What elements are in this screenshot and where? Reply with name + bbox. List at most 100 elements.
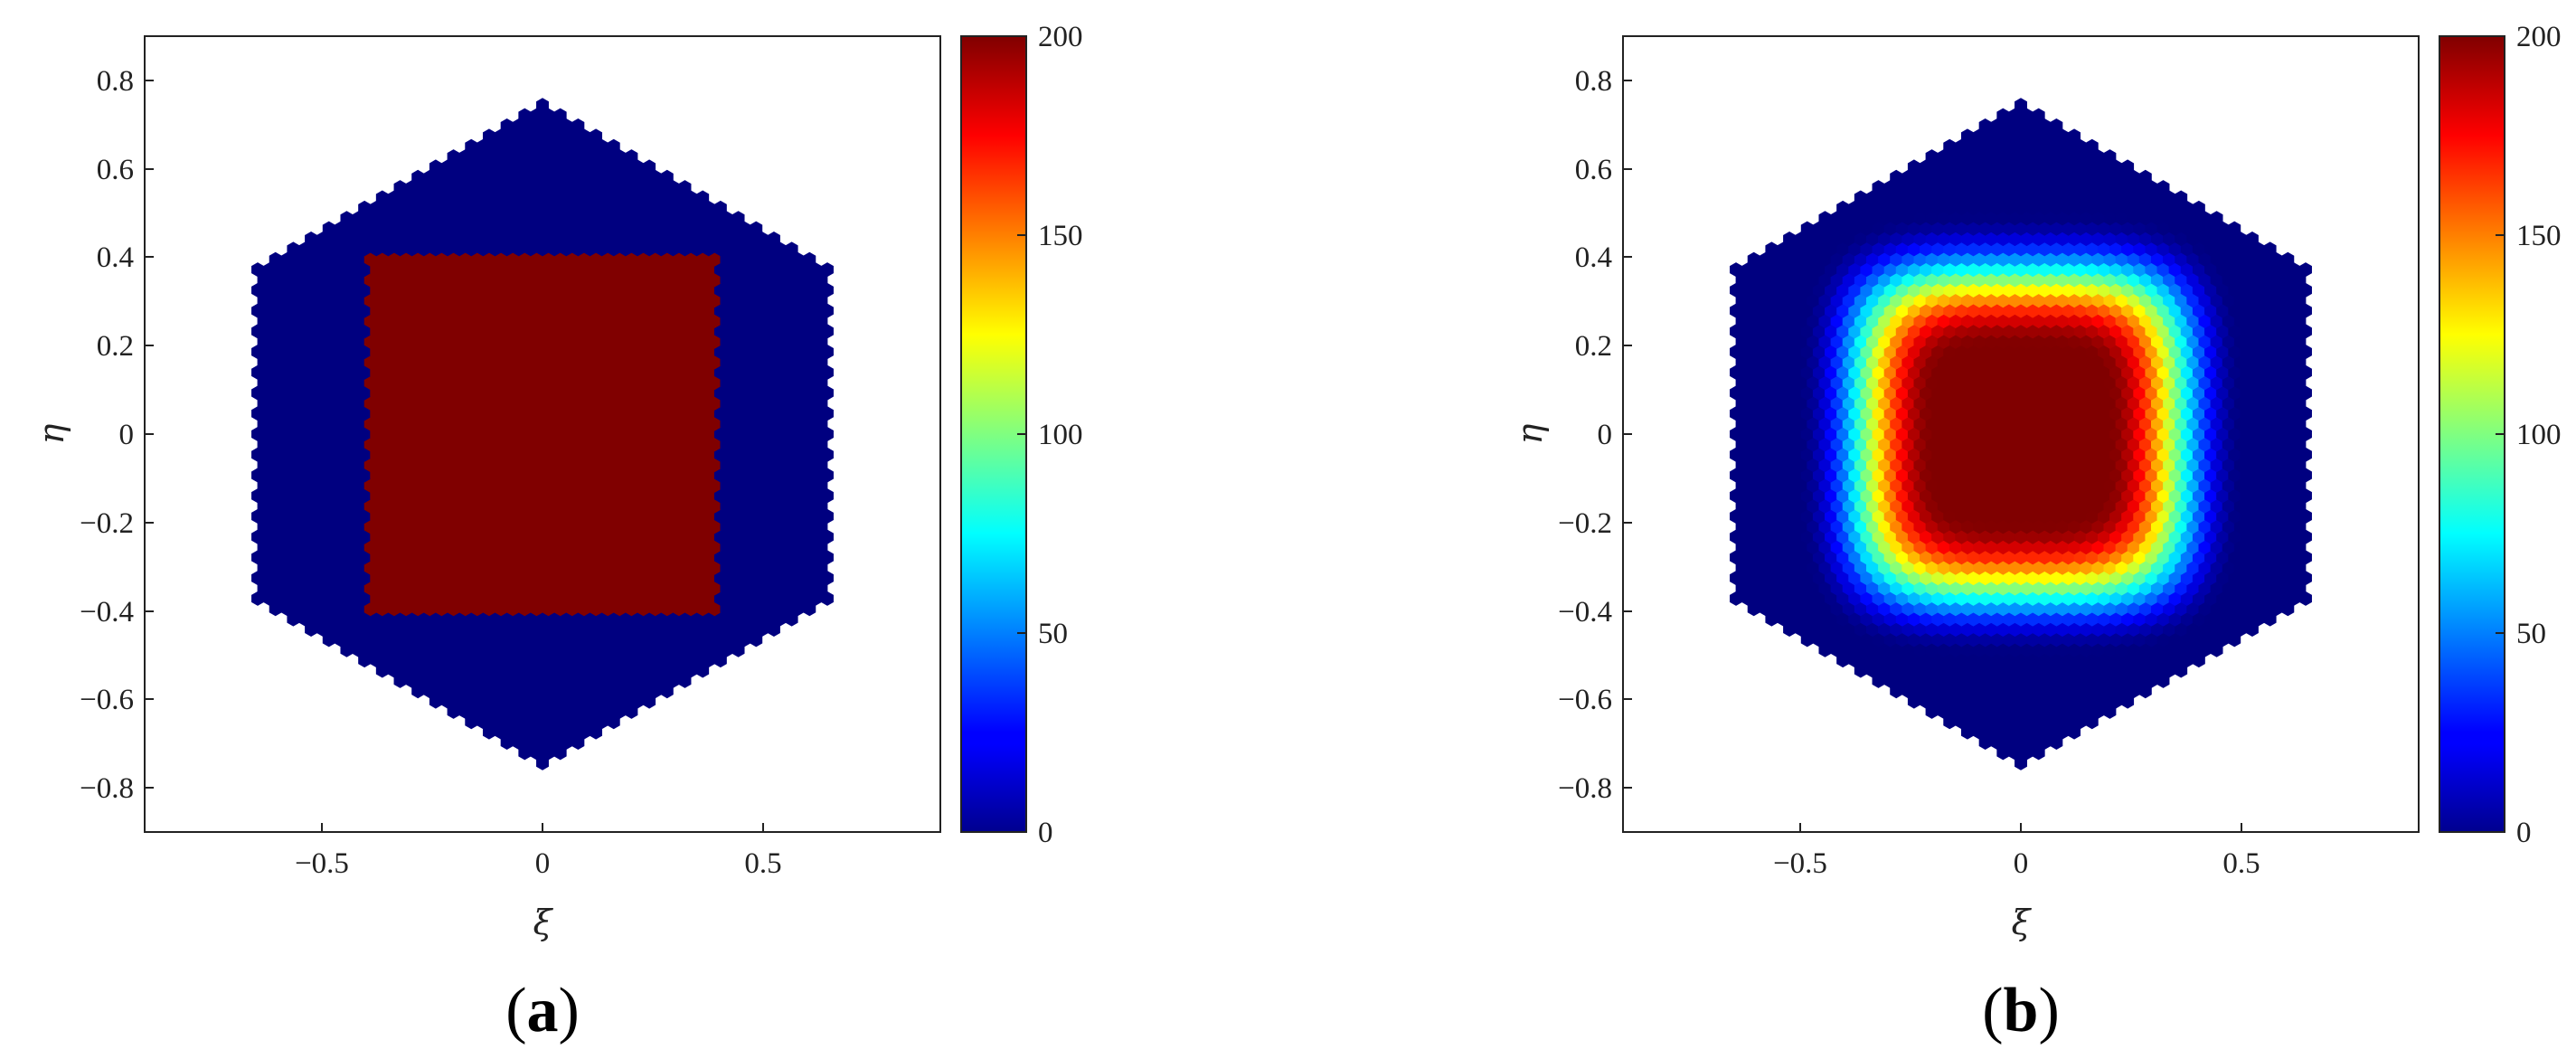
panel-b-heatmap-cell [2038,550,2052,565]
panel-a-heatmap-cell [512,282,525,298]
panel-a-heatmap-cell [363,211,377,226]
panel-a-heatmap-cell [400,375,413,391]
panel-b-heatmap-cell [1996,313,2010,328]
panel-a-heatmap-cell [453,632,467,648]
panel-a-heatmap-cell [583,673,597,688]
panel-b-heatmap-cell [2251,529,2265,544]
panel-b-heatmap-cell [2216,262,2230,278]
panel-a-heatmap-cell [465,488,478,504]
panel-a-heatmap-cell [684,519,698,534]
panel-b-heatmap-cell [1800,632,1814,648]
panel-a-heatmap-cell [470,540,484,555]
panel-b-heatmap-cell [1920,159,1932,175]
panel-a-heatmap-cell [310,282,324,298]
panel-b-heatmap-cell [2121,241,2135,257]
panel-b-heatmap-cell [1990,694,2004,709]
panel-a-heatmap-cell [370,282,383,298]
panel-b-heatmap-cell [1985,211,1998,226]
panel-b-heatmap-cell [1741,529,1755,544]
panel-a-heatmap-cell [643,591,656,606]
panel-b-heatmap-cell [1973,498,1986,514]
panel-a-heatmap-cell [458,498,472,514]
panel-a-heatmap-cell [400,437,413,452]
panel-b-heatmap-cell [1830,581,1844,596]
panel-b-heatmap-cell [1842,437,1855,452]
panel-b-heatmap-cell [2080,581,2093,596]
panel-b-heatmap-cell [2062,221,2075,236]
panel-a-heatmap-cell [340,232,354,247]
panel-a-heatmap-cell [720,375,733,391]
panel-a-heatmap-cell [815,334,828,349]
panel-a-heatmap-cell [666,221,680,236]
panel-a-heatmap-cell [400,621,413,637]
panel-b-heatmap-cell [2050,694,2063,709]
panel-a-heatmap-cell [726,364,739,380]
panel-a-heatmap-cell [655,447,668,462]
panel-a-heatmap-cell [458,477,472,493]
panel-a-heatmap-cell [773,529,787,544]
panel-a-heatmap-cell [275,488,288,504]
panel-a-heatmap-cell [690,508,703,524]
panel-b-heatmap-cell [1812,447,1826,462]
panel-b-heatmap-cell [2204,632,2217,648]
panel-b-heatmap-cell [2228,426,2241,442]
panel-a-heatmap-cell [346,632,359,648]
panel-b-heatmap-cell [2015,488,2027,504]
panel-a-heatmap-cell [655,468,668,483]
panel-a-heatmap-cell [500,611,514,627]
panel-a-heatmap-cell [453,673,467,688]
panel-b-heatmap-cell [1825,262,1837,278]
panel-a-heatmap-cell [352,477,365,493]
panel-b-heatmap-cell [1783,313,1797,328]
panel-a-heatmap-cell [458,375,472,391]
panel-b-heatmap-cell [2008,334,2022,349]
panel-b-heatmap-cell [2263,550,2277,565]
panel-a-heatmap-cell [797,385,810,401]
panel-a-heatmap-cell [257,313,270,328]
panel-a-heatmap-cell [429,364,442,380]
panel-a-heatmap-cell [618,508,632,524]
panel-b-heatmap-cell [2050,632,2063,648]
panel-a-heatmap-cell [631,508,644,524]
panel-a-heatmap-cell [595,385,609,401]
panel-b-heatmap-cell [2192,241,2205,257]
panel-b-heatmap-cell [1765,385,1779,401]
panel-b-heatmap-cell [2168,324,2182,339]
panel-a-heatmap-cell [441,324,454,339]
panel-b-heatmap-cell [1978,611,1992,627]
panel-b-heatmap-cell [1895,447,1909,462]
panel-b-heatmap-cell [1943,364,1957,380]
panel-b-heatmap-cell [2103,519,2117,534]
panel-b-heatmap-cell [1967,180,1980,195]
panel-a-heatmap-cell [482,642,495,657]
panel-a-heatmap-cell [257,334,270,349]
panel-a-heatmap-cell [429,591,442,606]
panel-a-heatmap-cell [530,560,543,575]
panel-b-heatmap-cell [2198,458,2212,473]
panel-a-heatmap-cell [613,313,627,328]
panel-b-heatmap-cell [2180,364,2194,380]
panel-b-heatmap-cell [1883,262,1897,278]
panel-a-heatmap-cell [773,385,787,401]
panel-a-heatmap-cell [595,694,609,709]
panel-a-heatmap-cell [808,406,822,421]
panel-b-heatmap-cell [2097,282,2110,298]
panel-b-heatmap-cell [2008,704,2022,719]
panel-b-heatmap-cell [2186,334,2200,349]
panel-a-heatmap-cell [382,632,395,648]
panel-b-heatmap-cell [1937,272,1950,288]
panel-b-heatmap-cell [1955,673,1968,688]
panel-b-heatmap-cell [1783,519,1797,534]
panel-b-heatmap-cell [1960,724,1974,740]
panel-a-heatmap-cell [322,406,335,421]
panel-a-heatmap-cell [500,303,514,318]
panel-a-heatmap-cell [583,303,597,318]
panel-b-label-close: ) [2038,976,2059,1045]
panel-a-heatmap-cell [785,426,798,442]
panel-b-heatmap-cell [2204,611,2217,627]
panel-b-heatmap-cell [1770,395,1784,411]
panel-b-heatmap-cell [1795,272,1808,288]
panel-b-heatmap-cell [1978,159,1992,175]
panel-a-heatmap-cell [791,375,805,391]
panel-a-heatmap-cell [613,519,627,534]
